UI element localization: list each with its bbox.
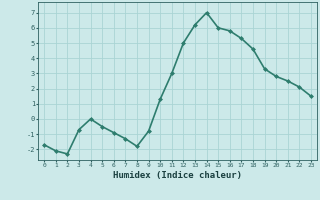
X-axis label: Humidex (Indice chaleur): Humidex (Indice chaleur): [113, 171, 242, 180]
